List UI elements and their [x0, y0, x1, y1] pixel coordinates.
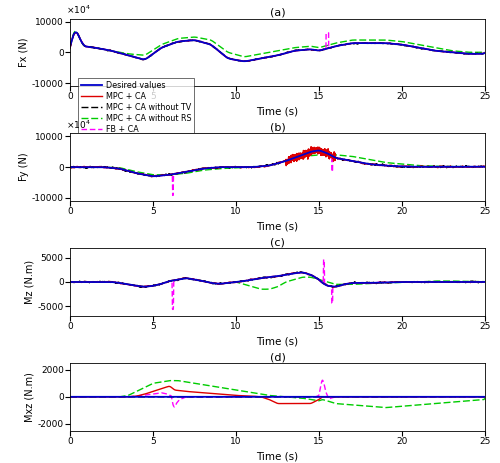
X-axis label: Time (s): Time (s) — [256, 222, 298, 232]
Legend: Desired values, MPC + CA, MPC + CA without TV, MPC + CA without RS, FB + CA: Desired values, MPC + CA, MPC + CA witho… — [78, 78, 194, 138]
X-axis label: Time (s): Time (s) — [256, 337, 298, 347]
X-axis label: Time (s): Time (s) — [256, 107, 298, 117]
Title: (d): (d) — [270, 352, 285, 362]
Text: $\times 10^4$: $\times 10^4$ — [66, 3, 90, 16]
Title: (a): (a) — [270, 8, 285, 18]
X-axis label: Time (s): Time (s) — [256, 451, 298, 462]
Title: (c): (c) — [270, 238, 285, 247]
Y-axis label: Fy (N): Fy (N) — [19, 153, 29, 181]
Text: $\times 10^4$: $\times 10^4$ — [66, 118, 90, 131]
Y-axis label: Mz (N.m): Mz (N.m) — [24, 260, 34, 304]
Y-axis label: Mxz (N.m): Mxz (N.m) — [25, 372, 35, 422]
Y-axis label: Fx (N): Fx (N) — [19, 38, 29, 67]
Title: (b): (b) — [270, 123, 285, 132]
